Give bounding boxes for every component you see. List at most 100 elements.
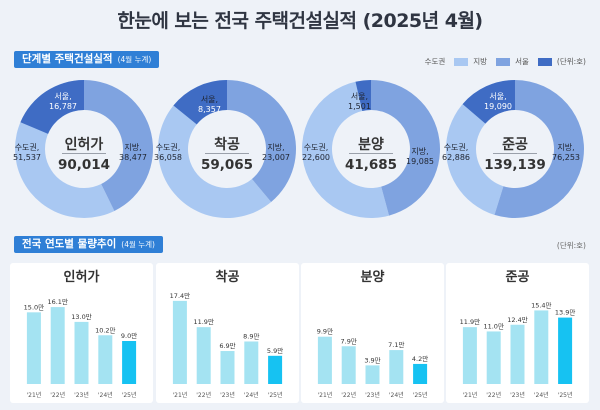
bar [558, 317, 573, 384]
bar-value-label: 6.9만 [219, 341, 235, 350]
bar-card-permit: 인허가 15.0만 '21년 16.1만 '22년 13.0만 '23년 10.2만 '24년… [10, 263, 153, 403]
bar-value-label: 4.2만 [412, 354, 428, 363]
bar [26, 312, 41, 384]
legend-label-regional: 지방 [473, 57, 488, 66]
donut-svg-sale [302, 80, 441, 218]
bar-card-start: 착공 17.4만 '21년 11.9만 '22년 6.9만 '23년 8.9만 '24년 5.9… [156, 263, 299, 403]
section-label-stage-text: 단계별 주택건설실적 [22, 53, 113, 65]
donut-capital-label: 수도권, 36,058 [154, 143, 182, 162]
x-tick-label: '24년 [98, 391, 113, 399]
donut-center-total: 59,065 [200, 157, 254, 173]
x-tick-label: '25년 [268, 391, 283, 399]
bar-value-label: 8.9만 [243, 331, 259, 340]
x-tick-label: '23년 [74, 391, 89, 399]
legend-swatch-seoul [537, 57, 552, 66]
x-tick-label: '25년 [558, 391, 573, 399]
section-label-yearly-sub: (4월 누계) [121, 240, 155, 249]
legend-swatch-capital [454, 57, 469, 66]
bar [413, 363, 428, 384]
donut-capital-segment [302, 80, 390, 218]
bar-value-label: 15.0만 [24, 302, 44, 311]
bar-value-label: 5.9만 [267, 346, 283, 355]
bar-card-title: 인허가 [63, 270, 100, 285]
donut-chart-permit: 서울, 16,787 수도권, 51,537 지방, 38,477 인허가 90,01… [9, 75, 159, 223]
x-tick-label: '24년 [244, 391, 259, 399]
donut-center-title: 착공 [214, 137, 240, 153]
bar-value-label: 11.9만 [193, 317, 213, 326]
bar-value-label: 16.1만 [47, 297, 67, 306]
donut-seoul-label: 서울, 19,090 [484, 92, 512, 111]
x-tick-label: '22년 [50, 391, 65, 399]
section-label-stage-sub: (4월 누계) [117, 55, 152, 64]
bar [220, 351, 235, 384]
bar-chart-completion: 11.9만 '21년 11.0만 '22년 12.4만 '23년 15.4만 '24년 13.9… [460, 300, 576, 399]
x-tick-label: '22년 [486, 391, 501, 399]
legend: 수도권 지방 서울 (단위:호) [425, 56, 586, 67]
bar [341, 346, 356, 384]
donut-chart-start: 서울, 8,357 수도권, 36,058 지방, 23,007 착공 59,065 [152, 75, 302, 223]
donut-regional-label: 지방, 23,007 [262, 143, 290, 162]
bar-chart-permit: 15.0만 '21년 16.1만 '22년 13.0만 '23년 10.2만 '24년 9.0만… [24, 297, 138, 399]
donut-seoul-segment [462, 80, 515, 124]
donut-svg-completion [446, 80, 584, 218]
donut-seoul-label: 서울, 1,501 [348, 92, 371, 111]
bar-value-label: 11.9만 [460, 317, 480, 326]
bar [98, 335, 113, 384]
donut-seoul-label: 서울, 8,357 [198, 95, 221, 114]
bar-card-title: 착공 [215, 270, 240, 285]
bar [196, 327, 211, 384]
bar [534, 310, 549, 384]
donut-regional-segment [227, 80, 296, 203]
donut-chart-completion: 서울, 19,090 수도권, 62,886 지방, 76,253 준공 139,13… [440, 75, 590, 223]
donut-regional-label: 지방, 19,085 [406, 147, 434, 166]
donut-regional-segment [84, 80, 154, 211]
section-label-yearly: 전국 연도별 물량추이 (4월 누계) [14, 236, 163, 253]
donut-svg-permit [15, 80, 154, 218]
donut-seoul-segment [173, 80, 227, 125]
x-tick-label: '21년 [462, 391, 477, 399]
donut-center-title: 인허가 [64, 137, 104, 153]
donut-regional-segment [494, 80, 584, 218]
bar-value-label: 17.4만 [170, 291, 190, 300]
legend-unit: (단위:호) [556, 57, 586, 66]
bar-value-label: 10.2만 [95, 325, 115, 334]
donut-svg-start [158, 80, 296, 218]
x-tick-label: '21년 [172, 391, 187, 399]
donut-center-total: 41,685 [344, 157, 398, 173]
donut-center-divider [493, 153, 537, 154]
bar [244, 341, 259, 384]
legend-swatch-regional [496, 57, 511, 66]
x-tick-label: '21년 [26, 391, 41, 399]
bar [74, 321, 89, 384]
bar [122, 341, 137, 384]
bar [510, 324, 525, 384]
bar-value-label: 11.0만 [483, 321, 503, 330]
bar-chart-start: 17.4만 '21년 11.9만 '22년 6.9만 '23년 8.9만 '24년 5.9만 '2… [170, 291, 284, 399]
bar [486, 331, 501, 384]
legend-label-capital: 수도권 [424, 57, 446, 66]
x-tick-label: '24년 [389, 391, 404, 399]
donut-regional-label: 지방, 76,253 [552, 143, 580, 162]
x-tick-label: '22년 [196, 391, 211, 399]
donut-center-total: 90,014 [57, 157, 111, 173]
bar-chart-sale: 9.9만 '21년 7.9만 '22년 3.9만 '23년 7.1만 '24년 4.2만 '25년 [317, 327, 429, 399]
donut-capital-label: 수도권, 62,886 [442, 143, 470, 162]
x-tick-label: '21년 [317, 391, 332, 399]
bar [365, 365, 380, 384]
donut-regional-label: 지방, 38,477 [119, 143, 147, 162]
x-tick-label: '24년 [534, 391, 549, 399]
x-tick-label: '22년 [341, 391, 356, 399]
donut-capital-label: 수도권, 22,600 [302, 143, 330, 162]
bar-value-label: 13.0만 [71, 312, 91, 321]
bar-value-label: 3.9만 [364, 355, 380, 364]
bar [389, 350, 404, 384]
bar-card-title: 분양 [360, 270, 385, 285]
section-label-stage: 단계별 주택건설실적 (4월 누계) [14, 51, 160, 68]
bar-value-label: 9.0만 [121, 331, 137, 340]
donut-seoul-label: 서울, 16,787 [49, 92, 77, 111]
bar [50, 307, 65, 384]
donut-center-total: 139,139 [484, 157, 546, 173]
bar [172, 300, 187, 384]
bar [317, 336, 332, 384]
donut-regional-segment [371, 80, 441, 216]
